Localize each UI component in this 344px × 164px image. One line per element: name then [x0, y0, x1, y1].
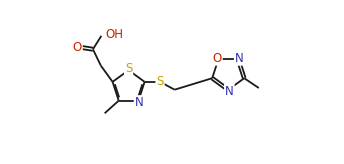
- Text: O: O: [213, 52, 222, 65]
- Text: S: S: [157, 75, 164, 88]
- Text: OH: OH: [105, 28, 123, 41]
- Text: O: O: [73, 41, 82, 53]
- Text: N: N: [135, 96, 143, 109]
- Text: S: S: [125, 62, 132, 75]
- Text: N: N: [235, 52, 244, 65]
- Text: N: N: [225, 85, 234, 98]
